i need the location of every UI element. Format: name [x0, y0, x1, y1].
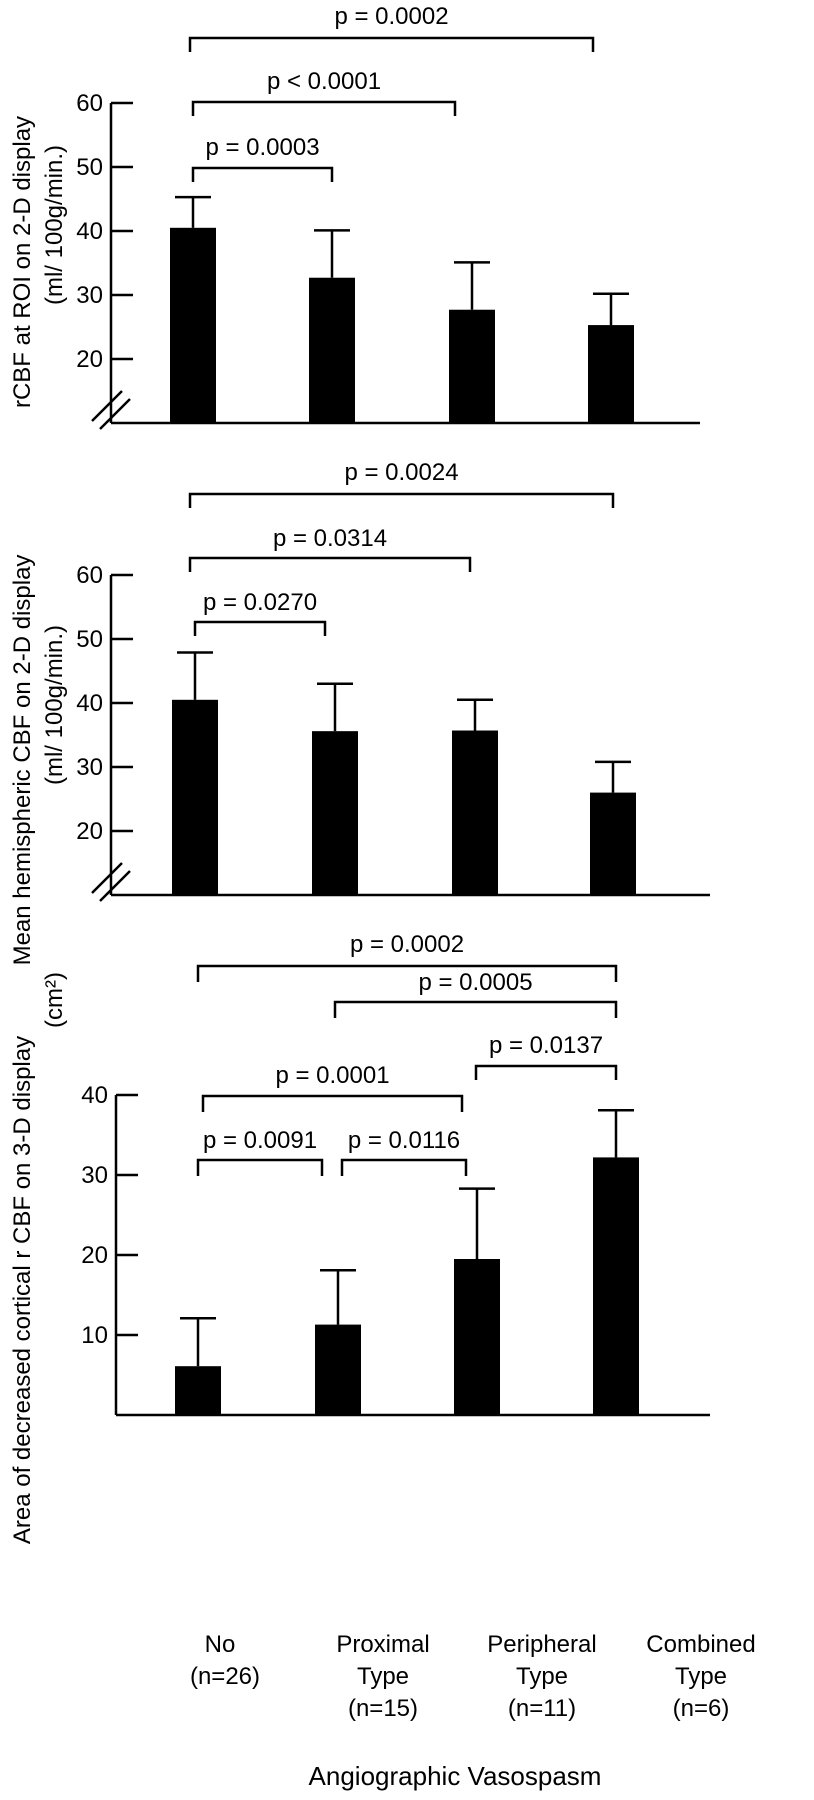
significance-bracket-2: [191, 100, 457, 116]
p-value-label-2: p = 0.0116: [348, 1127, 460, 1154]
x-category-peripheral-line1: Peripheral: [487, 1631, 596, 1658]
y-tick-label-40: 40: [76, 690, 103, 717]
bar-combined: [588, 325, 634, 423]
significance-bracket-5: [333, 1000, 618, 1018]
y-axis-label: Area of decreased cortical r CBF on 3-D …: [9, 1036, 36, 1544]
significance-bracket-1: [191, 166, 334, 182]
bar-no: [170, 227, 216, 423]
y-tick-label-20: 20: [76, 818, 103, 845]
p-value-label-2: p < 0.0001: [267, 68, 381, 95]
x-axis-label: Angiographic Vasospasm: [309, 1761, 602, 1791]
y-axis-label: Mean hemispheric CBF on 2-D display: [9, 555, 36, 966]
x-category-proximal-line2: Type: [357, 1663, 409, 1690]
significance-bracket-2: [188, 556, 472, 572]
x-category-proximal-line1: Proximal: [336, 1631, 429, 1658]
y-tick-label-50: 50: [76, 154, 103, 181]
significance-bracket-2: [340, 1158, 468, 1176]
chart-panels: 20 30 40 50 60 p = 0.0003 p < 0.0001 p = 0.0002…: [9, 3, 710, 1544]
axis-break-mark-1: [91, 862, 123, 894]
y-tick-label-30: 30: [76, 754, 103, 781]
axis-break-mark-2: [99, 398, 131, 430]
x-category-no-line2: (n=26): [190, 1663, 260, 1690]
y-axis-unit-label: (ml/ 100g/min.): [41, 145, 68, 305]
x-category-peripheral-line3: (n=11): [508, 1695, 576, 1722]
bar-peripheral: [452, 730, 498, 895]
p-value-label-2: p = 0.0314: [273, 525, 387, 552]
bar-no: [172, 699, 218, 895]
x-category-no-line1: No: [205, 1631, 236, 1658]
axis-break-mark-1: [91, 390, 123, 422]
bar-proximal: [312, 731, 358, 895]
y-tick-label-50: 50: [76, 626, 103, 653]
p-value-label-3: p = 0.0024: [344, 459, 458, 486]
y-tick-label-10: 10: [81, 1322, 108, 1349]
x-category-peripheral-line2: Type: [516, 1663, 568, 1690]
y-tick-label-20: 20: [81, 1242, 108, 1269]
bar-peripheral: [449, 309, 495, 423]
bar-no: [175, 1366, 221, 1415]
p-value-label-5: p = 0.0005: [418, 969, 532, 996]
chart-panel-1: 20 30 40 50 60 p = 0.0003 p < 0.0001 p = 0.0002…: [9, 3, 700, 430]
y-tick-label-20: 20: [76, 346, 103, 373]
x-category-combined-line3: (n=6): [673, 1695, 730, 1722]
bar-peripheral: [454, 1259, 500, 1415]
chart-panel-3: 10 20 30 40 p = 0.0091 p = 0.0116 p = 0.0001 p …: [9, 931, 710, 1544]
chart-panel-2: 20 30 40 50 60 p = 0.0270 p = 0.0314 p = 0.0024…: [9, 459, 710, 965]
p-value-label-3: p = 0.0002: [334, 3, 448, 30]
significance-bracket-3: [201, 1094, 464, 1112]
significance-bracket-6: [196, 964, 618, 982]
x-category-proximal-line3: (n=15): [348, 1695, 418, 1722]
significance-bracket-1: [193, 620, 327, 636]
y-tick-label-40: 40: [81, 1082, 108, 1109]
y-axis-unit-label: (ml/ 100g/min.): [41, 625, 68, 785]
p-value-label-6: p = 0.0002: [350, 931, 464, 958]
y-axis-unit-label: (cm²): [41, 972, 68, 1028]
p-value-label-1: p = 0.0270: [203, 589, 317, 616]
y-tick-label-30: 30: [81, 1162, 108, 1189]
significance-bracket-3: [188, 492, 615, 508]
bar-combined: [593, 1157, 639, 1415]
x-category-combined-line1: Combined: [646, 1631, 755, 1658]
significance-bracket-1: [196, 1158, 324, 1176]
y-tick-label-30: 30: [76, 282, 103, 309]
y-tick-label-40: 40: [76, 218, 103, 245]
y-axis-label: rCBF at ROI on 2-D display: [9, 116, 36, 408]
p-value-label-1: p = 0.0091: [203, 1127, 317, 1154]
bar-proximal: [315, 1324, 361, 1415]
bar-proximal: [309, 277, 355, 423]
significance-bracket-4: [474, 1064, 618, 1080]
x-category-labels: No (n=26) Proximal Type (n=15) Periphera…: [190, 1631, 756, 1722]
axis-break-mark-2: [99, 870, 131, 902]
y-tick-label-60: 60: [76, 562, 103, 589]
significance-bracket-3: [188, 36, 595, 52]
p-value-label-1: p = 0.0003: [205, 134, 319, 161]
bar-combined: [590, 792, 636, 895]
p-value-label-3: p = 0.0001: [275, 1062, 389, 1089]
x-category-combined-line2: Type: [675, 1663, 727, 1690]
y-tick-label-60: 60: [76, 90, 103, 117]
p-value-label-4: p = 0.0137: [489, 1032, 603, 1059]
